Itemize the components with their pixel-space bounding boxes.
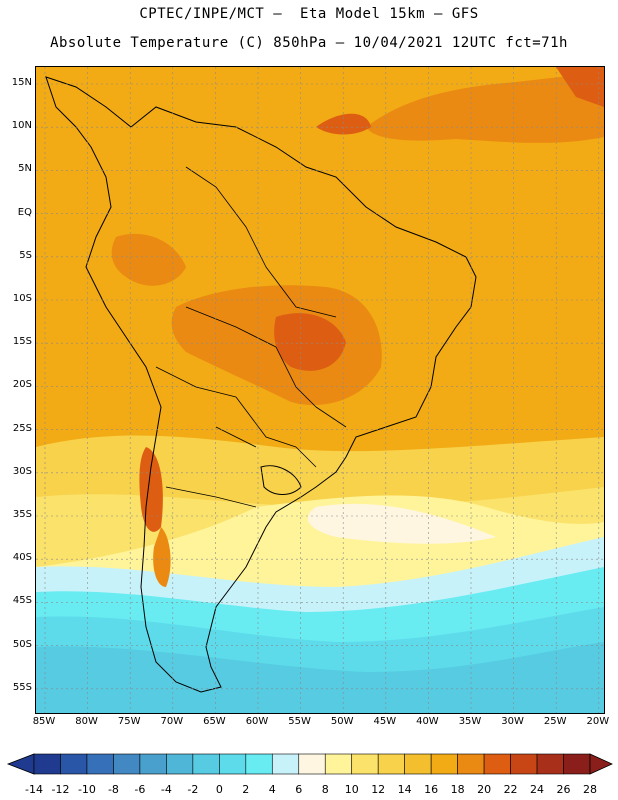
lat-label: 10S bbox=[12, 293, 32, 304]
lat-label: 5S bbox=[19, 249, 32, 261]
colorbar-label: 22 bbox=[503, 783, 518, 796]
field-andes-warm bbox=[153, 527, 171, 587]
colorbar-label: 2 bbox=[242, 783, 250, 796]
lat-label: 15S bbox=[12, 336, 32, 348]
lon-label: 80W bbox=[75, 716, 98, 727]
field-north-hot bbox=[556, 67, 604, 107]
lat-label: 15N bbox=[11, 77, 32, 88]
lon-label: 75W bbox=[117, 716, 141, 727]
colorbar-label: -6 bbox=[134, 783, 146, 796]
colorbar-swatch bbox=[245, 753, 273, 775]
colorbar-label: 18 bbox=[450, 783, 465, 796]
colorbar-swatch bbox=[219, 753, 247, 775]
colorbar-swatch bbox=[430, 753, 458, 775]
colorbar-label: -10 bbox=[77, 783, 96, 796]
colorbar-swatch bbox=[377, 753, 405, 775]
colorbar-swatch bbox=[351, 753, 379, 775]
lat-label: 25S bbox=[12, 422, 32, 434]
lon-label: 65W bbox=[203, 716, 226, 727]
lon-label: 25W bbox=[543, 716, 567, 727]
lat-label: 30S bbox=[12, 465, 32, 477]
colorbar-label: 0 bbox=[215, 783, 223, 796]
colorbar-swatch bbox=[483, 753, 511, 775]
colorbar-label: -4 bbox=[160, 783, 172, 796]
lat-label: 35S bbox=[12, 509, 32, 520]
colorbar-swatch bbox=[563, 753, 591, 775]
temperature-map bbox=[35, 66, 605, 714]
colorbar-label: 12 bbox=[371, 783, 386, 796]
colorbar-swatch bbox=[298, 753, 326, 775]
field-interior-hot bbox=[274, 313, 346, 371]
lat-label: 10N bbox=[11, 120, 32, 132]
lon-label: 60W bbox=[245, 716, 269, 727]
field-6-8 bbox=[307, 503, 496, 544]
colorbar bbox=[6, 753, 613, 775]
colorbar-swatch bbox=[113, 753, 141, 775]
lat-label: EQ bbox=[17, 206, 32, 218]
lon-label: 30W bbox=[501, 716, 524, 727]
lon-label: 20W bbox=[586, 716, 610, 727]
lat-label: 40S bbox=[12, 552, 32, 564]
colorbar-label: 16 bbox=[424, 783, 439, 796]
map-title-line1: CPTEC/INPE/MCT – Eta Model 15km – GFS bbox=[139, 6, 479, 22]
field-north-east bbox=[366, 72, 604, 143]
colorbar-label: 14 bbox=[397, 783, 412, 796]
colorbar-label: 6 bbox=[295, 783, 303, 796]
lat-label: 45S bbox=[12, 595, 32, 607]
colorbar-label: 28 bbox=[583, 783, 597, 796]
colorbar-label: -2 bbox=[187, 783, 199, 796]
colorbar-swatch bbox=[536, 753, 564, 775]
lon-label: 45W bbox=[373, 716, 397, 727]
map-title-line2: Absolute Temperature (C) 850hPa – 10/04/… bbox=[50, 35, 568, 51]
colorbar-swatch bbox=[33, 753, 61, 775]
colorbar-label: 4 bbox=[268, 783, 276, 796]
colorbar-label: 26 bbox=[556, 783, 571, 796]
coastline bbox=[45, 76, 477, 693]
country-borders bbox=[155, 166, 347, 508]
colorbar-label: 8 bbox=[321, 783, 329, 796]
colorbar-swatch bbox=[457, 753, 485, 775]
lon-label: 40W bbox=[416, 716, 439, 727]
colorbar-label: -14 bbox=[25, 783, 43, 796]
lon-label: 50W bbox=[330, 716, 354, 727]
field-minus2-0 bbox=[36, 642, 604, 713]
colorbar-swatch bbox=[60, 753, 88, 775]
lon-label: 70W bbox=[160, 716, 184, 727]
lon-label: 55W bbox=[288, 716, 311, 727]
lon-label: 35W bbox=[458, 716, 482, 727]
field-north-core bbox=[316, 113, 371, 135]
temperature-field bbox=[36, 67, 604, 713]
lat-label: 50S bbox=[12, 638, 32, 650]
field-andes-hot bbox=[139, 447, 163, 532]
colorbar-label: -8 bbox=[107, 783, 119, 796]
colorbar-swatch bbox=[324, 753, 353, 775]
colorbar-label: -12 bbox=[51, 783, 70, 796]
rio-de-la-plata-outline bbox=[260, 465, 302, 495]
lon-label: 85W bbox=[32, 716, 56, 727]
colorbar-label: 24 bbox=[530, 783, 545, 796]
colorbar-label: 20 bbox=[477, 783, 492, 796]
colorbar-swatch bbox=[404, 753, 432, 775]
lat-label: 20S bbox=[12, 379, 32, 391]
lat-label: 55S bbox=[12, 681, 32, 693]
colorbar-swatch bbox=[271, 753, 300, 775]
colorbar-high-arrow bbox=[589, 753, 613, 775]
lat-label: 5N bbox=[18, 163, 32, 175]
colorbar-swatch bbox=[510, 753, 538, 775]
colorbar-swatch bbox=[139, 753, 167, 775]
colorbar-label: 10 bbox=[344, 783, 359, 796]
colorbar-swatch bbox=[86, 753, 114, 775]
colorbar-swatch bbox=[192, 753, 220, 775]
colorbar-low-arrow bbox=[6, 753, 35, 775]
colorbar-swatch bbox=[166, 753, 194, 775]
